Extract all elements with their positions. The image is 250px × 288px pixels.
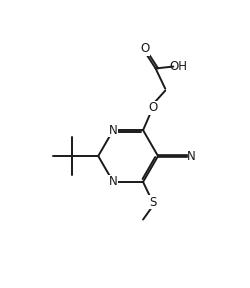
Text: OH: OH	[170, 60, 188, 73]
Text: O: O	[148, 101, 157, 115]
Text: N: N	[187, 149, 196, 162]
Text: O: O	[140, 42, 149, 55]
Text: N: N	[109, 124, 118, 137]
Text: S: S	[149, 196, 156, 209]
Text: N: N	[109, 175, 118, 188]
